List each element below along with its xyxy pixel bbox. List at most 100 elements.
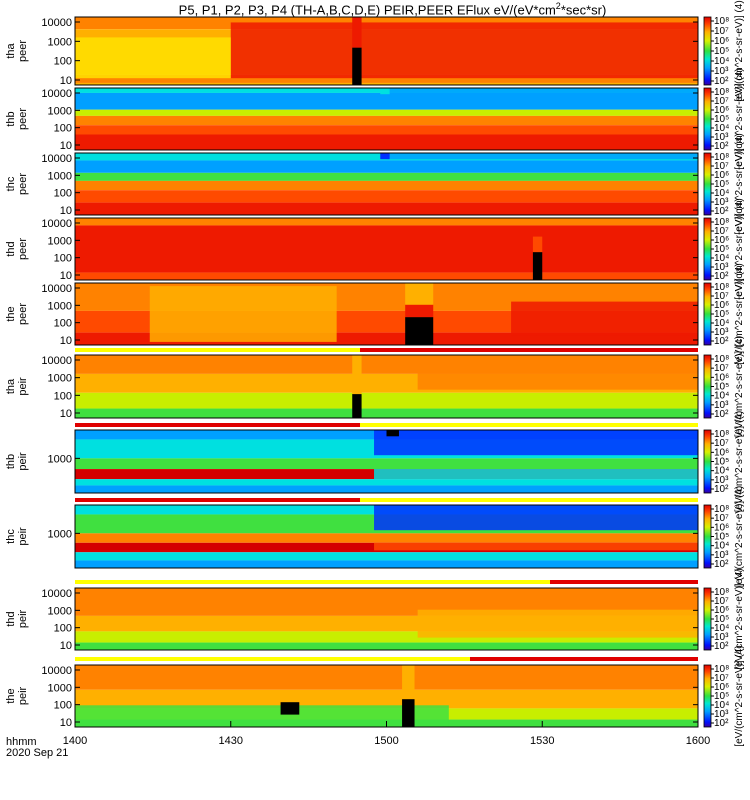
panel-label: thcpeer [5, 173, 29, 195]
y-tick-label: 1000 [48, 170, 72, 182]
colorbar-tick-label: 10⁷ [714, 673, 729, 684]
colorbar-label: [eV/(cm^2-s-sr-eV)] (4) [734, 0, 745, 101]
colorbar-tick-label: 10⁴ [714, 466, 729, 477]
colorbar-tick-label: 10⁶ [714, 170, 729, 181]
colorbar-tick-label: 10⁸ [714, 16, 729, 27]
spectrogram-band [75, 272, 698, 280]
colorbar-tick-label: 10⁸ [714, 152, 729, 163]
panel-thd-peer: 10000100010010thdpeer10⁸10⁷10⁶10⁵10⁴10³1… [5, 198, 745, 299]
colorbar-tick-label: 10⁴ [714, 188, 729, 199]
spectrogram-region [386, 88, 698, 95]
spectrogram-band [75, 485, 698, 493]
colorbar-tick-label: 10⁷ [714, 161, 729, 172]
y-tick-label: 1000 [48, 300, 72, 312]
colorbar-tick-label: 10⁸ [714, 354, 729, 365]
colorbar-tick-label: 10⁸ [714, 87, 729, 98]
colorbar-tick-label: 10⁴ [714, 541, 729, 552]
spectrogram-region [374, 542, 698, 551]
spectrogram-region [386, 153, 698, 160]
colorbar-tick-label: 10⁶ [714, 300, 729, 311]
mode-flag-strip [360, 348, 698, 352]
spectrogram-region [511, 301, 698, 336]
y-tick-label: 10000 [41, 355, 72, 367]
spectrogram-band [75, 479, 698, 486]
y-tick-label: 10 [60, 335, 72, 347]
spectrogram-band [75, 408, 698, 418]
data-gap-column [532, 252, 543, 280]
colorbar-tick-label: 10² [714, 409, 729, 420]
colorbar-tick-label: 10³ [714, 66, 729, 77]
panel-label: thapeer [5, 40, 29, 62]
colorbar-tick-label: 10⁸ [714, 282, 729, 293]
y-tick-label: 100 [54, 56, 72, 68]
colorbar-tick-label: 10⁶ [714, 36, 729, 47]
spectrogram-band [75, 689, 698, 709]
panel-tha-peer: 10000100010010thapeer10⁸10⁷10⁶10⁵10⁴10³1… [5, 0, 745, 101]
y-tick-label: 10 [60, 205, 72, 217]
x-tick-label: 1400 [63, 735, 87, 747]
y-tick-label: 10 [60, 640, 72, 652]
colorbar-tick-label: 10³ [714, 262, 729, 273]
spectrogram-region [374, 469, 698, 480]
x-axis-date: 2020 Sep 21 [6, 747, 68, 759]
colorbar-tick-label: 10⁶ [714, 522, 729, 533]
colorbar-tick-label: 10² [714, 271, 729, 282]
colorbar [703, 587, 712, 651]
colorbar-tick-label: 10⁵ [714, 244, 729, 255]
spectrogram-band [75, 202, 698, 215]
y-tick-label: 100 [54, 623, 72, 635]
mode-flag-strip [75, 423, 360, 427]
spectrogram-band [75, 172, 698, 181]
panel-thc-peer: 10000100010010thcpeer10⁸10⁷10⁶10⁵10⁴10³1… [5, 133, 745, 234]
data-gap-column [532, 236, 543, 253]
colorbar-tick-label: 10⁶ [714, 447, 729, 458]
colorbar-tick-label: 10⁸ [714, 429, 729, 440]
colorbar-tick-label: 10⁷ [714, 291, 729, 302]
colorbar [703, 282, 712, 346]
y-tick-label: 100 [54, 390, 72, 402]
colorbar-tick-label: 10³ [714, 327, 729, 338]
colorbar-label: [eV/(cm^2-s-sr-eV)] (4) [734, 568, 745, 669]
panel-the-peer: 10000100010010thepeer10⁸10⁷10⁶10⁵10⁴10³1… [5, 263, 745, 364]
spectrogram-region [374, 430, 698, 456]
x-axis-label: hhmm [6, 736, 37, 748]
y-tick-label: 10 [60, 717, 72, 729]
colorbar-label: [eV/(cm^2-s-sr-eV)] (4) [734, 336, 745, 437]
colorbar-tick-label: 10⁸ [714, 217, 729, 228]
colorbar [703, 87, 712, 151]
colorbar-tick-label: 10⁷ [714, 363, 729, 374]
panel-frame [74, 16, 699, 86]
y-tick-label: 10000 [41, 88, 72, 100]
panel-label: thepeer [5, 303, 29, 325]
y-tick-label: 10000 [41, 218, 72, 230]
colorbar-tick-label: 10⁶ [714, 372, 729, 383]
colorbar-label: [eV/(cm^2-s-sr-eV)] (4) [734, 411, 745, 512]
panel-frame [74, 87, 699, 151]
spectrogram-band [75, 533, 698, 543]
colorbar-tick-label: 10⁴ [714, 623, 729, 634]
y-tick-label: 10000 [41, 665, 72, 677]
colorbar-tick-label: 10² [714, 641, 729, 652]
colorbar-tick-label: 10⁷ [714, 26, 729, 37]
y-tick-label: 10 [60, 75, 72, 87]
x-tick-label: 1430 [219, 735, 243, 747]
y-tick-label: 10000 [41, 153, 72, 165]
panel-frame [74, 504, 699, 569]
spectrogram-band [75, 160, 698, 173]
y-tick-label: 10000 [41, 17, 72, 29]
spectrogram-band [75, 218, 698, 226]
colorbar-tick-label: 10⁵ [714, 382, 729, 393]
data-gap-column [352, 394, 362, 418]
colorbar-tick-label: 10² [714, 141, 729, 152]
data-gap-column [280, 702, 300, 715]
colorbar-tick-label: 10³ [714, 709, 729, 720]
spectrogram-band [75, 458, 698, 470]
colorbar-tick-label: 10⁴ [714, 253, 729, 264]
y-tick-label: 1000 [48, 36, 72, 48]
colorbar-tick-label: 10⁴ [714, 318, 729, 329]
colorbar-tick-label: 10⁴ [714, 391, 729, 402]
spectrogram-region [417, 361, 698, 390]
y-tick-label: 10000 [41, 283, 72, 295]
panel-frame [74, 152, 699, 216]
